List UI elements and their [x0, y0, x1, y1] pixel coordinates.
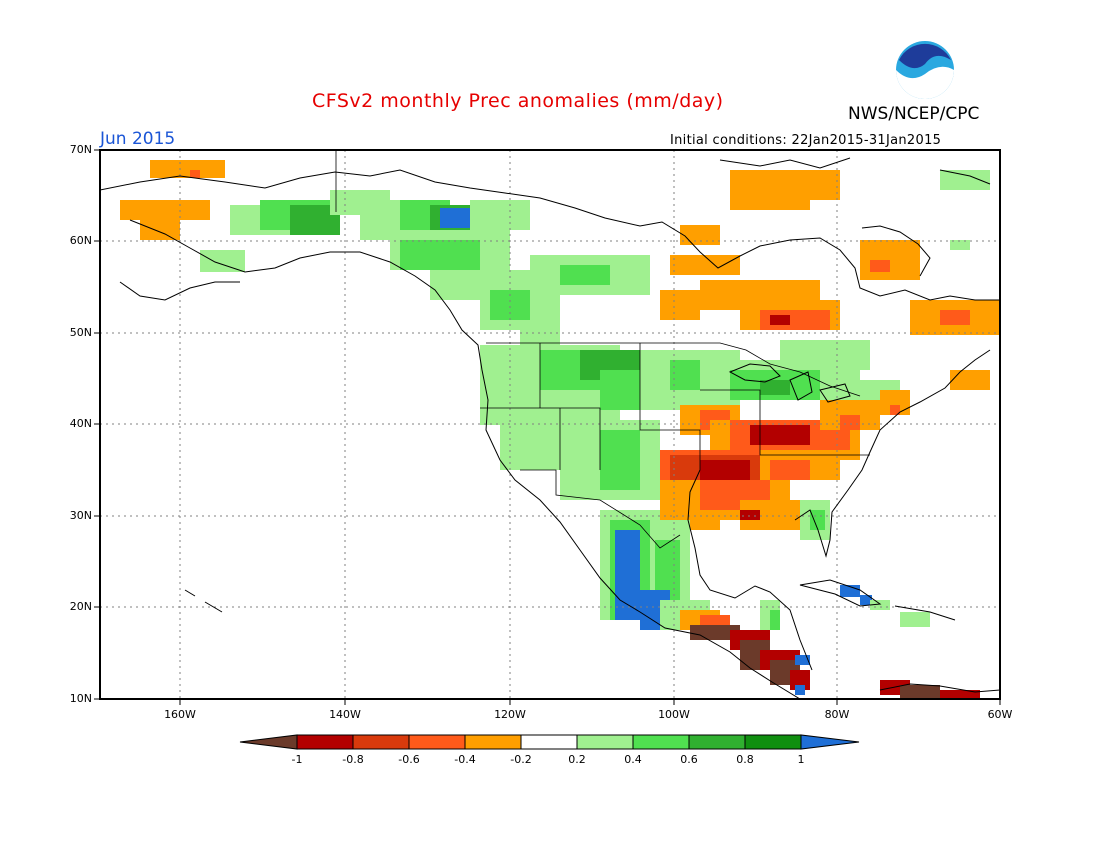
anomaly-cell: [795, 655, 810, 665]
lat-label-60n: 60N: [69, 234, 92, 247]
great-lakes: [728, 363, 851, 403]
colorbar-arrow-high: [800, 734, 860, 750]
anomaly-cell: [900, 612, 930, 627]
anomaly-cell: [690, 510, 720, 530]
grid-lines: [100, 150, 1000, 699]
anomaly-cell: [950, 370, 990, 390]
colorbar-label: -0.6: [398, 753, 420, 766]
colorbar-label: 0.4: [624, 753, 642, 766]
colorbar-swatch: [520, 734, 578, 750]
colorbar-swatch: [352, 734, 410, 750]
coastlines: [100, 157, 1000, 699]
lat-label-30n: 30N: [69, 509, 92, 522]
forecast-period: Jun 2015: [100, 129, 176, 149]
map-title: CFSv2 monthly Prec anomalies (mm/day): [312, 90, 724, 112]
lat-label-10n: 10N: [69, 692, 92, 705]
lat-label-70n: 70N: [69, 143, 92, 156]
agency-label: NWS/NCEP/CPC: [848, 104, 980, 124]
noaa-logo: [895, 40, 955, 100]
anomaly-cell: [810, 510, 825, 530]
anomaly-cell: [750, 425, 810, 445]
colorbar-label: 1: [797, 753, 805, 766]
anomaly-cell: [900, 685, 940, 699]
anomaly-cell: [940, 310, 970, 325]
colorbar-label: -0.8: [342, 753, 364, 766]
axis-ticks: [94, 149, 1001, 705]
anomaly-cell: [770, 610, 780, 630]
anomaly-cell: [780, 170, 840, 200]
colorbar-label: 0.2: [568, 753, 586, 766]
lon-label-120w: 120W: [494, 708, 526, 721]
anomaly-cell: [150, 160, 225, 178]
anomaly-cell: [795, 685, 805, 695]
anomaly-cell: [870, 600, 890, 610]
lon-label-100w: 100W: [658, 708, 690, 721]
colorbar: [239, 734, 860, 750]
colorbar-swatch: [632, 734, 690, 750]
colorbar-swatch: [408, 734, 466, 750]
colorbar-swatch: [576, 734, 634, 750]
anomaly-cell: [400, 240, 480, 270]
lat-label-50n: 50N: [69, 326, 92, 339]
anomaly-cell: [890, 405, 900, 415]
anomaly-cell: [860, 595, 872, 605]
colorbar-label: 0.6: [680, 753, 698, 766]
anomaly-cell: [200, 250, 245, 272]
anomaly-cell: [840, 415, 860, 430]
lon-label-140w: 140W: [329, 708, 361, 721]
lat-label-40n: 40N: [69, 417, 92, 430]
initial-conditions: Initial conditions: 22Jan2015-31Jan2015: [670, 133, 942, 148]
colorbar-swatch: [296, 734, 354, 750]
anomaly-cell: [615, 530, 640, 620]
anomaly-cell: [470, 200, 530, 230]
anomaly-cell: [950, 240, 970, 250]
anomaly-cell: [670, 255, 740, 275]
anomaly-cell: [870, 260, 890, 272]
political-borders: [335, 150, 870, 549]
anomaly-cell: [190, 170, 200, 178]
colorbar-swatch: [688, 734, 746, 750]
anomaly-cell: [680, 225, 720, 245]
anomaly-cell: [140, 215, 180, 240]
anomaly-cell: [500, 420, 560, 470]
colorbar-arrow-low: [239, 734, 298, 750]
lon-label-160w: 160W: [164, 708, 196, 721]
anomaly-cell: [770, 460, 810, 480]
anomaly-cell: [700, 460, 750, 480]
lon-label-60w: 60W: [987, 708, 1013, 721]
colorbar-label: -1: [291, 753, 303, 766]
colorbar-swatch: [744, 734, 802, 750]
colorbar-label: -0.2: [510, 753, 532, 766]
lat-label-20n: 20N: [69, 600, 92, 613]
colorbar-label: 0.8: [736, 753, 754, 766]
anomaly-cell: [940, 690, 980, 699]
anomaly-cell: [780, 340, 870, 370]
colorbar-swatch: [464, 734, 522, 750]
anomaly-cell: [560, 265, 610, 285]
colorbar-label: -0.4: [454, 753, 476, 766]
anomaly-cell: [940, 170, 990, 190]
anomaly-cell: [760, 380, 790, 395]
anomaly-cell: [440, 208, 470, 228]
anomaly-cell: [660, 290, 700, 320]
anomaly-cell: [770, 315, 790, 325]
anomaly-cell: [740, 510, 760, 520]
lon-label-80w: 80W: [824, 708, 850, 721]
anomaly-cell: [600, 430, 640, 490]
